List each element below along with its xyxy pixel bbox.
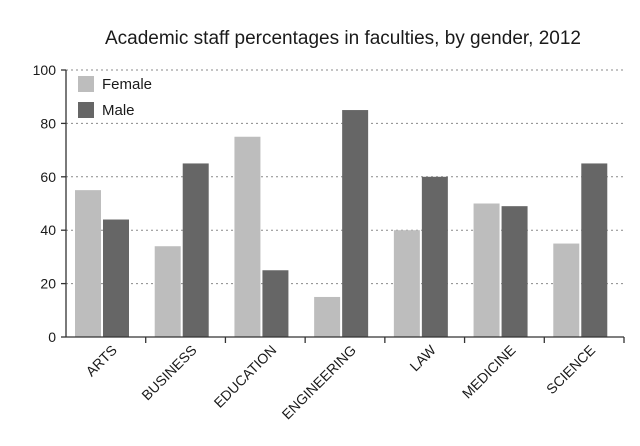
bar-female-arts xyxy=(75,190,101,337)
x-category-label: ARTS xyxy=(82,342,120,380)
bar-female-science xyxy=(553,243,580,337)
legend-swatch-male xyxy=(78,102,94,118)
legend-label-female: Female xyxy=(102,76,152,93)
bar-male-medicine xyxy=(501,206,528,337)
bar-male-education xyxy=(262,270,289,337)
y-tick-labels: 0 20 40 60 80 100 xyxy=(33,62,57,345)
bars xyxy=(75,110,608,337)
bar-female-engineering xyxy=(314,296,341,337)
x-category-label: LAW xyxy=(406,341,439,374)
y-tick-label: 80 xyxy=(40,115,56,131)
bar-female-medicine xyxy=(473,203,500,337)
legend: Female Male xyxy=(78,76,152,119)
x-category-label: BUSINESS xyxy=(138,342,199,403)
gridlines xyxy=(66,69,624,285)
y-tick-label: 100 xyxy=(33,62,57,78)
chart-title: Academic staff percentages in faculties,… xyxy=(105,28,581,49)
axes xyxy=(61,69,625,343)
bar-female-law xyxy=(393,230,420,337)
y-tick-label: 0 xyxy=(48,329,56,345)
y-tick-label: 60 xyxy=(40,169,56,185)
bar-male-engineering xyxy=(342,110,369,337)
y-tick-label: 20 xyxy=(40,276,56,292)
x-category-label: SCIENCE xyxy=(543,342,598,397)
x-category-labels: ARTS BUSINESS EDUCATION ENGINEERING LAW MEDIC… xyxy=(82,341,598,422)
bar-female-education xyxy=(234,136,261,337)
legend-swatch-female xyxy=(78,76,94,92)
x-category-label: EDUCATION xyxy=(211,342,280,411)
x-category-label: ENGINEERING xyxy=(279,342,360,423)
legend-label-male: Male xyxy=(102,102,135,119)
y-tick-label: 40 xyxy=(40,222,56,238)
x-category-label: MEDICINE xyxy=(459,342,519,402)
bar-male-law xyxy=(421,176,448,337)
bar-male-arts xyxy=(103,219,129,337)
bar-female-business xyxy=(154,246,181,337)
bar-male-business xyxy=(182,163,209,337)
bar-male-science xyxy=(581,163,608,337)
